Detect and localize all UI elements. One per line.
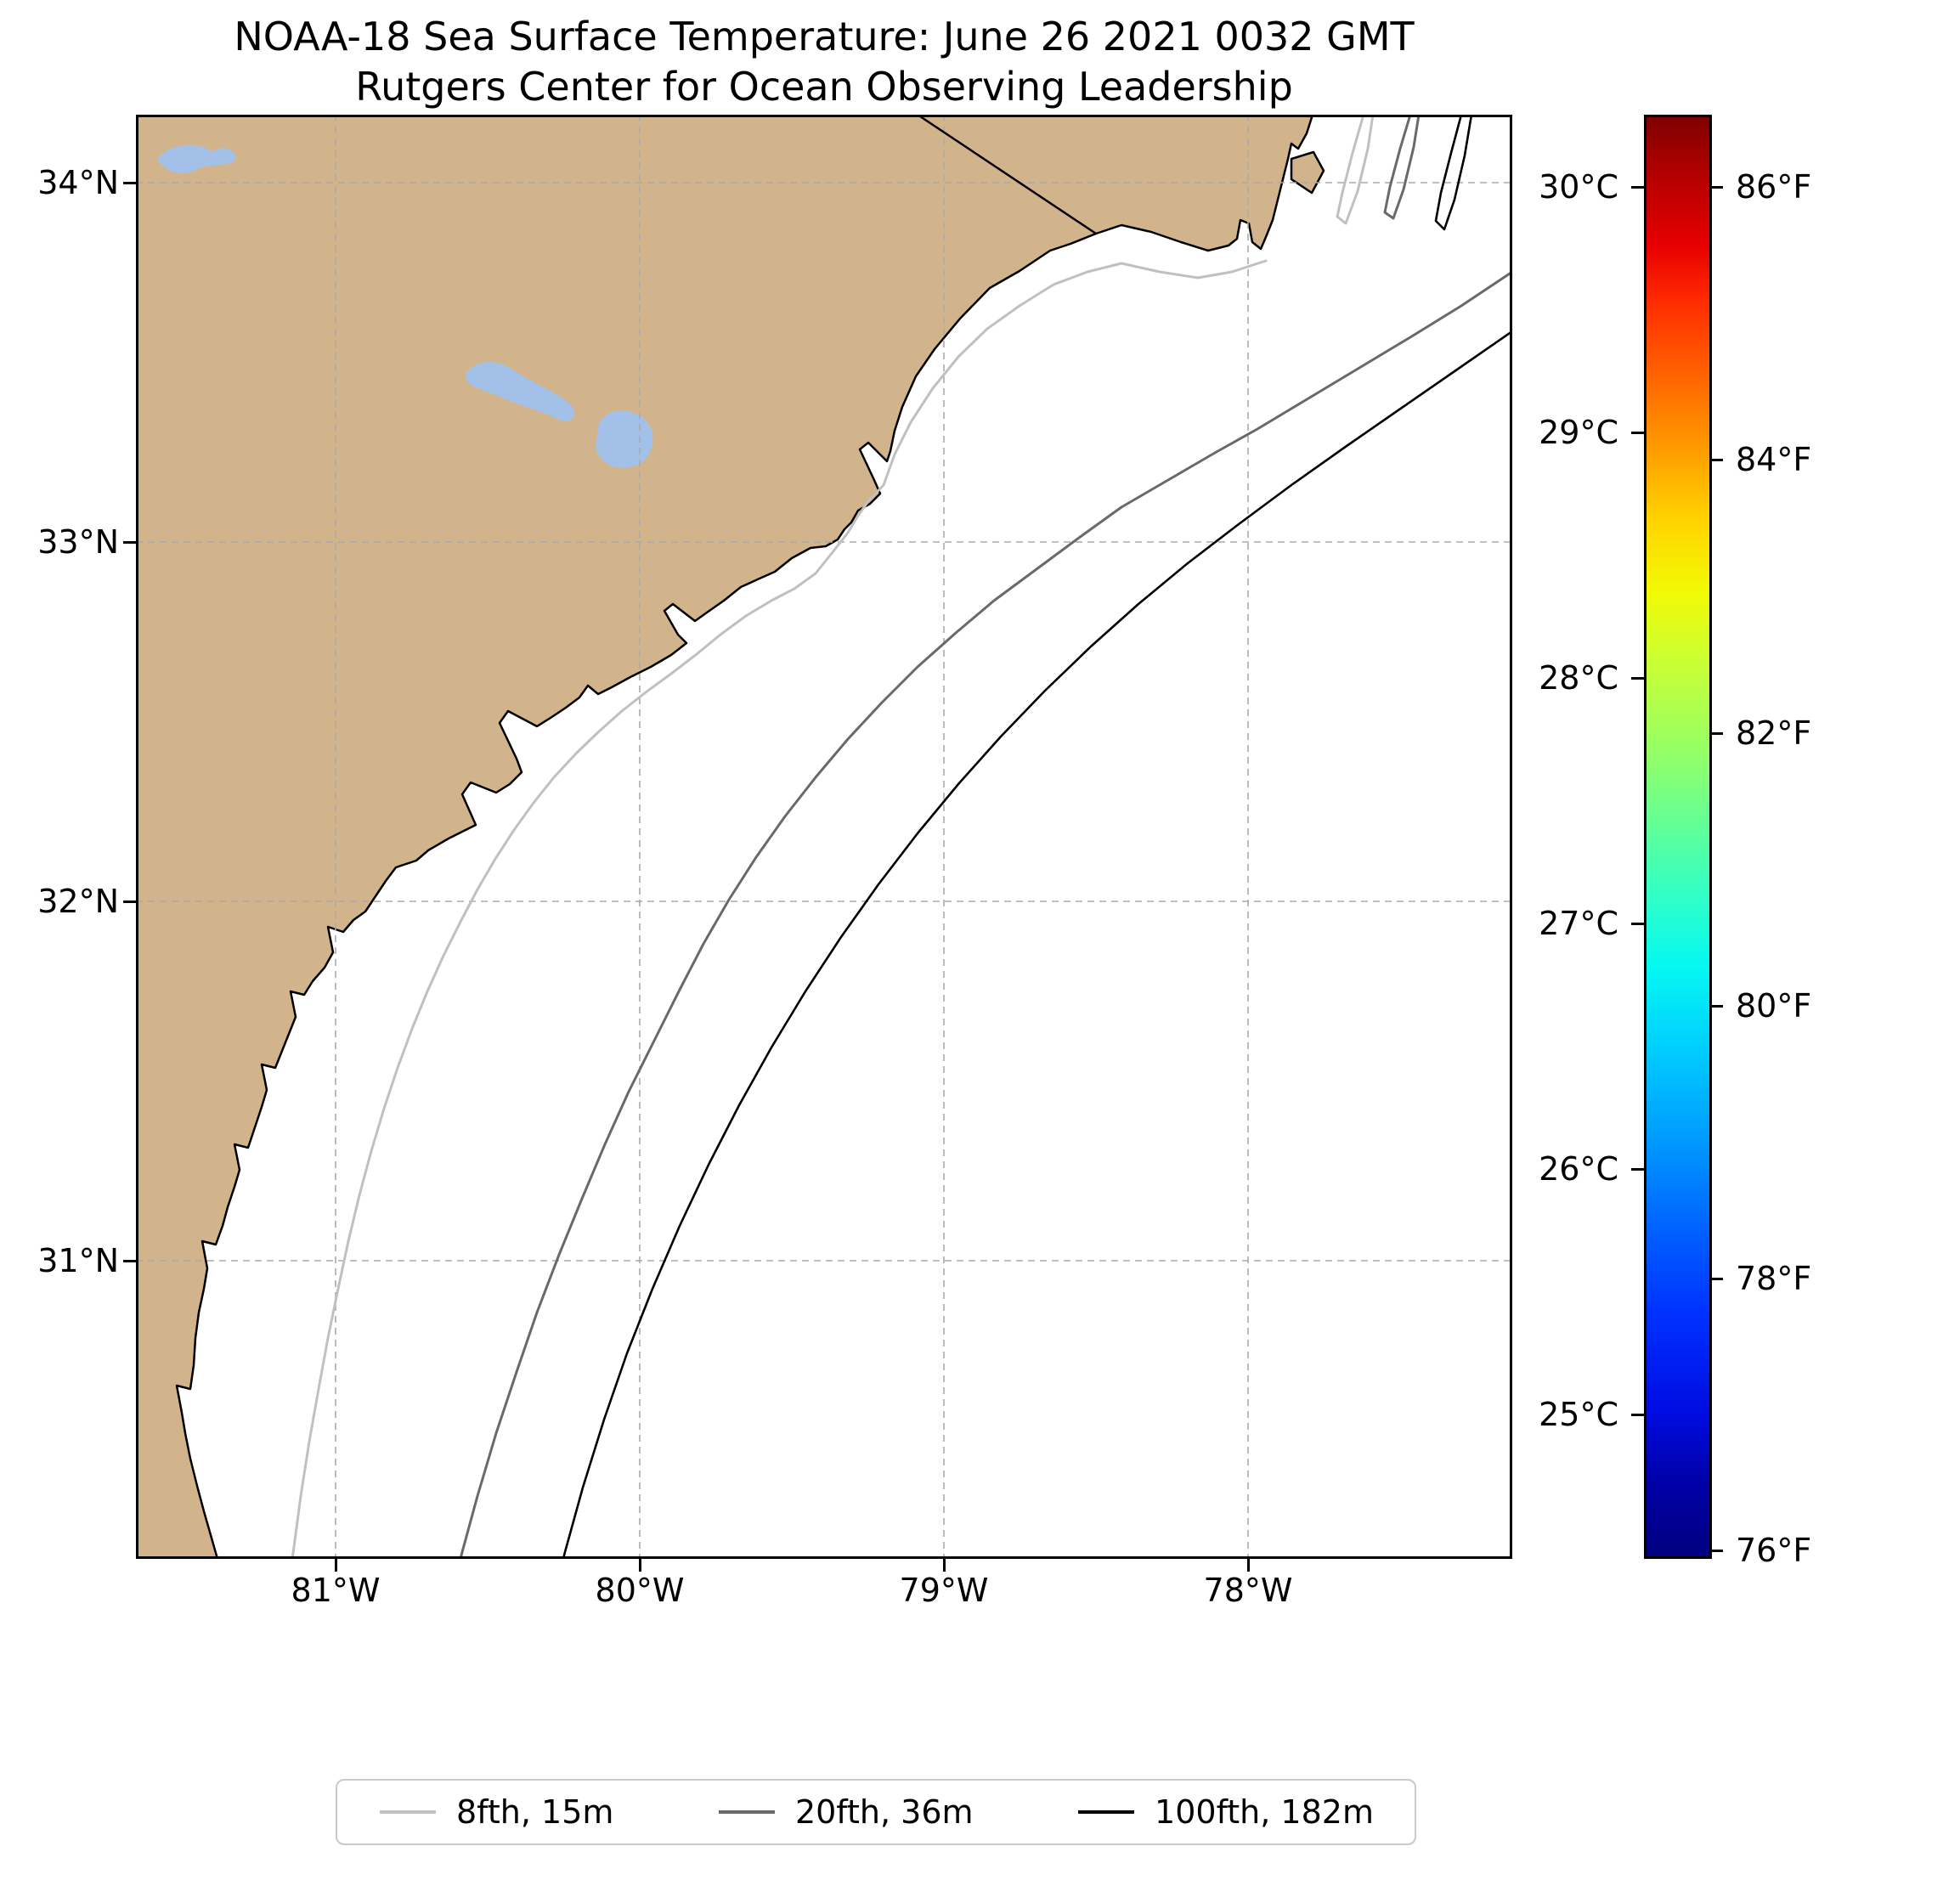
contour-36m-main: [459, 270, 1512, 1559]
legend-item-8fth: 8fth, 15m: [378, 1793, 613, 1831]
colorbar-tick-28c: [1631, 677, 1644, 680]
contour-36m-shoals: [1383, 115, 1421, 220]
lon-tick-81w: [335, 1559, 337, 1572]
colorbar-label-86f: 86°F: [1736, 168, 1812, 206]
state-border-line: [917, 115, 1097, 235]
colorbar-label-76f: 76°F: [1736, 1532, 1812, 1569]
colorbar: [1644, 115, 1712, 1559]
legend-label-8fth: 8fth, 15m: [456, 1793, 614, 1831]
map-canvas: [136, 115, 1512, 1559]
colorbar-tick-78f: [1710, 1278, 1723, 1280]
colorbar-tick-76f: [1710, 1550, 1723, 1552]
contour-100fth-182m: [562, 115, 1512, 1559]
graticule: [136, 115, 1512, 1559]
legend-line-100fth-icon: [1078, 1810, 1135, 1814]
map-border: [136, 115, 1512, 1559]
lake-marion: [466, 361, 575, 421]
colorbar-label-28c: 28°C: [1539, 659, 1618, 697]
colorbar-label-80f: 80°F: [1736, 987, 1812, 1025]
lat-label-33n: 33°N: [37, 523, 119, 561]
legend-item-100fth: 100fth, 182m: [1076, 1793, 1374, 1831]
colorbar-label-84f: 84°F: [1736, 441, 1812, 478]
lon-label-79w: 79°W: [899, 1572, 989, 1609]
contour-15m-shoals: [1336, 115, 1375, 225]
lat-tick-31n: [123, 1260, 136, 1262]
lon-tick-80w: [639, 1559, 641, 1572]
colorbar-label-78f: 78°F: [1736, 1260, 1812, 1297]
contour-15m-coastal: [291, 259, 1268, 1559]
lon-tick-79w: [943, 1559, 946, 1572]
legend: 8fth, 15m 20fth, 36m 100fth, 182m: [336, 1779, 1416, 1845]
colorbar-label-82f: 82°F: [1736, 714, 1812, 752]
legend-line-8fth-icon: [380, 1810, 436, 1814]
contour-20fth-36m: [459, 115, 1512, 1559]
contour-182m-shoals: [1434, 115, 1473, 231]
colorbar-label-27c: 27°C: [1539, 905, 1618, 942]
figure-title-line1: NOAA-18 Sea Surface Temperature: June 26…: [234, 14, 1415, 59]
legend-line-20fth-icon: [718, 1810, 775, 1814]
lat-tick-33n: [123, 541, 136, 544]
colorbar-label-30c: 30°C: [1539, 168, 1618, 206]
legend-item-20fth: 20fth, 36m: [717, 1793, 974, 1831]
lakes: [157, 144, 653, 468]
figure-title-line2: Rutgers Center for Ocean Observing Leade…: [355, 63, 1293, 110]
colorbar-tick-82f: [1710, 732, 1723, 735]
contour-8fth-15m: [291, 115, 1375, 1559]
lat-label-32n: 32°N: [37, 883, 119, 920]
legend-label-100fth: 100fth, 182m: [1155, 1793, 1374, 1831]
colorbar-label-26c: 26°C: [1539, 1150, 1618, 1188]
lon-label-80w: 80°W: [595, 1572, 685, 1609]
colorbar-tick-25c: [1631, 1414, 1644, 1416]
lat-label-34n: 34°N: [37, 164, 119, 201]
colorbar-tick-84f: [1710, 459, 1723, 461]
contour-182m-main: [562, 330, 1512, 1559]
lake-moultrie: [596, 410, 653, 468]
lon-label-78w: 78°W: [1203, 1572, 1293, 1609]
lon-label-81w: 81°W: [291, 1572, 381, 1609]
colorbar-tick-26c: [1631, 1168, 1644, 1171]
land-polygon: [136, 115, 1314, 1559]
map-plot: [136, 115, 1512, 1559]
lake-murray: [157, 144, 236, 173]
colorbar-tick-80f: [1710, 1005, 1723, 1008]
legend-label-20fth: 20fth, 36m: [794, 1793, 974, 1831]
lat-tick-32n: [123, 900, 136, 903]
figure-title: NOAA-18 Sea Surface Temperature: June 26…: [136, 12, 1512, 112]
lat-label-31n: 31°N: [37, 1242, 119, 1279]
colorbar-label-25c: 25°C: [1539, 1396, 1618, 1433]
lon-tick-78w: [1247, 1559, 1250, 1572]
colorbar-tick-29c: [1631, 432, 1644, 434]
colorbar-tick-30c: [1631, 186, 1644, 189]
lat-tick-34n: [123, 182, 136, 184]
colorbar-tick-27c: [1631, 923, 1644, 925]
colorbar-tick-86f: [1710, 186, 1723, 189]
colorbar-label-29c: 29°C: [1539, 414, 1618, 451]
